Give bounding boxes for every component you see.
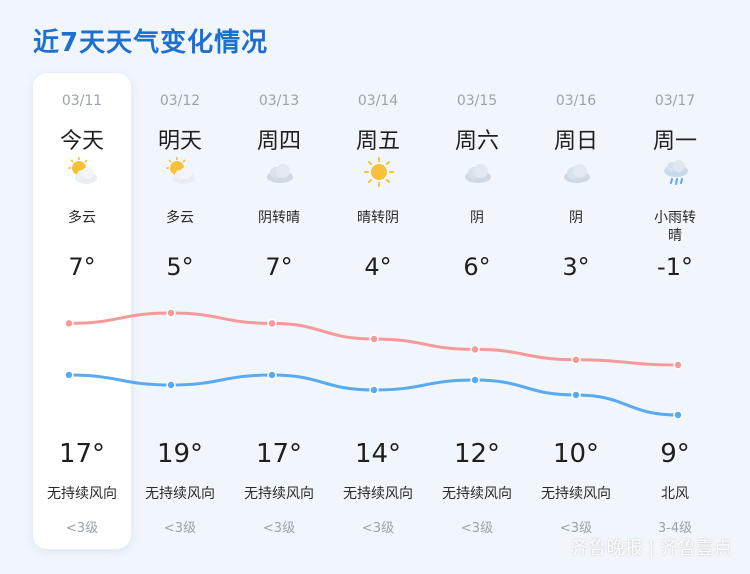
condition-label: 晴转阴 bbox=[357, 210, 399, 226]
low-temp-label: 4° bbox=[364, 253, 392, 281]
condition-label: 阴转晴 bbox=[258, 210, 300, 226]
high-temp-label: 10° bbox=[552, 439, 600, 469]
weekday-label: 明天 bbox=[157, 129, 202, 154]
high-temp-points bbox=[64, 308, 683, 370]
condition-label: 阴 bbox=[569, 210, 583, 226]
wind-level-label: <3级 bbox=[163, 521, 197, 536]
high-temp-label: 19° bbox=[156, 439, 204, 469]
sun-icon bbox=[363, 156, 395, 188]
wind-level-label: <3级 bbox=[65, 521, 99, 536]
wind-direction-label: 无持续风向 bbox=[145, 486, 215, 502]
high-temp-point bbox=[369, 334, 379, 344]
low-temp-point bbox=[267, 370, 277, 380]
high-temp-label: 17° bbox=[255, 439, 303, 469]
watermark: 齐鲁晚报 | 齐鲁壹点 bbox=[570, 538, 732, 559]
partly-cloudy-icon bbox=[67, 156, 99, 188]
wind-level-label: <3级 bbox=[262, 521, 296, 536]
wind-direction-label: 无持续风向 bbox=[541, 486, 611, 502]
weekday-label: 周六 bbox=[454, 129, 499, 154]
day-column[interactable]: 03/17 周一 小雨转 晴 -1° 9° 北风 3-4级 bbox=[626, 73, 724, 549]
today-card bbox=[33, 73, 131, 549]
weekday-label: 周一 bbox=[652, 129, 697, 154]
high-temp-point bbox=[166, 308, 176, 318]
low-temp-label: -1° bbox=[657, 253, 693, 281]
high-temp-label: 14° bbox=[354, 439, 402, 469]
low-temp-label: 3° bbox=[562, 253, 590, 281]
light-rain-icon bbox=[660, 156, 692, 188]
day-column[interactable]: 03/11 今天 多云 7° 17° 无持续风向 <3级 bbox=[33, 73, 131, 549]
high-temp-label: 17° bbox=[58, 439, 106, 469]
date-label: 03/15 bbox=[456, 93, 498, 109]
high-temp-label: 9° bbox=[660, 439, 690, 469]
date-label: 03/12 bbox=[159, 93, 201, 109]
page-title: 近7天天气变化情况 bbox=[33, 28, 269, 58]
high-temp-point bbox=[267, 318, 277, 329]
wind-level-label: 3-4级 bbox=[657, 521, 693, 536]
cloud-icon bbox=[462, 156, 494, 188]
wind-direction-label: 无持续风向 bbox=[47, 486, 117, 502]
high-temp-point bbox=[571, 355, 581, 365]
low-temp-point bbox=[673, 410, 683, 420]
low-temp-point bbox=[64, 370, 74, 380]
date-label: 03/17 bbox=[654, 93, 696, 109]
wind-direction-label: 无持续风向 bbox=[244, 486, 314, 502]
day-column[interactable]: 03/13 周四 阴转晴 7° 17° 无持续风向 <3级 bbox=[230, 73, 328, 549]
wind-direction-label: 无持续风向 bbox=[442, 486, 512, 502]
high-temp-point bbox=[64, 318, 74, 329]
partly-cloudy-icon bbox=[165, 156, 197, 188]
wind-direction-label: 北风 bbox=[661, 486, 689, 502]
high-temp-label: 12° bbox=[453, 439, 501, 469]
weekday-label: 周日 bbox=[553, 129, 598, 154]
weekday-label: 周五 bbox=[355, 129, 400, 154]
date-label: 03/14 bbox=[357, 93, 399, 109]
low-temp-points bbox=[64, 370, 683, 420]
low-temp-point bbox=[571, 390, 581, 400]
day-column[interactable]: 03/16 周日 阴 3° 10° 无持续风向 <3级 bbox=[527, 73, 625, 549]
condition-label: 阴 bbox=[470, 210, 484, 226]
low-temp-label: 7° bbox=[68, 253, 96, 281]
low-temp-point bbox=[166, 380, 176, 390]
condition-label: 多云 bbox=[166, 210, 194, 226]
low-temp-point bbox=[369, 385, 379, 395]
high-temp-point bbox=[470, 344, 480, 355]
low-temp-label: 6° bbox=[463, 253, 491, 281]
high-temp-point bbox=[673, 360, 683, 370]
weekday-label: 周四 bbox=[256, 129, 301, 154]
low-temp-label: 7° bbox=[265, 253, 293, 281]
low-temp-label: 5° bbox=[166, 253, 194, 281]
cloud-icon bbox=[264, 156, 296, 188]
weekday-label: 今天 bbox=[59, 129, 104, 154]
day-column[interactable]: 03/15 周六 阴 6° 12° 无持续风向 <3级 bbox=[428, 73, 526, 549]
wind-level-label: <3级 bbox=[361, 521, 395, 536]
condition-label: 多云 bbox=[68, 210, 96, 226]
date-label: 03/11 bbox=[61, 93, 103, 109]
cloud-icon bbox=[561, 156, 593, 188]
wind-level-label: <3级 bbox=[559, 521, 593, 536]
low-temp-point bbox=[470, 375, 480, 385]
day-column[interactable]: 03/14 周五 晴转阴 4° 14° 无持续风向 <3级 bbox=[329, 73, 427, 549]
condition-label: 小雨转 晴 bbox=[654, 210, 696, 244]
wind-direction-label: 无持续风向 bbox=[343, 486, 413, 502]
date-label: 03/16 bbox=[555, 93, 597, 109]
wind-level-label: <3级 bbox=[460, 521, 494, 536]
date-label: 03/13 bbox=[258, 93, 300, 109]
day-column[interactable]: 03/12 明天 多云 5° 19° 无持续风向 <3级 bbox=[131, 73, 229, 549]
